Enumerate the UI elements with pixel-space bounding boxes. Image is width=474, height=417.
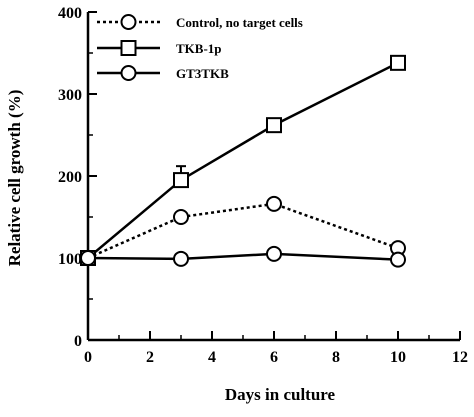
x-tick-label: 2 <box>146 349 154 366</box>
x-tick-label: 6 <box>270 349 278 366</box>
data-point <box>266 195 282 212</box>
legend-item: Control, no target cells <box>97 14 303 30</box>
data-point <box>80 250 96 266</box>
x-tick-label: 4 <box>208 349 216 366</box>
axes: 0 100 200 300 400 0 2 4 6 8 10 12 <box>58 5 468 366</box>
series-line <box>87 202 399 260</box>
legend-item: GT3TKB <box>97 65 229 81</box>
series-line <box>87 61 399 259</box>
x-tick-label: 12 <box>452 349 468 366</box>
y-tick-label: 400 <box>58 5 82 22</box>
data-point <box>173 250 189 267</box>
y-tick-label: 0 <box>74 333 82 350</box>
legend-circle-marker <box>120 65 137 81</box>
legend-item: TKB-1p <box>97 40 222 56</box>
data-point <box>266 117 282 134</box>
series-line <box>87 252 399 261</box>
data-point <box>390 251 406 268</box>
x-tick-label: 0 <box>84 349 92 366</box>
data-point <box>173 172 189 189</box>
y-axis-title: Relative cell growth (%) <box>5 90 24 267</box>
legend-label: Control, no target cells <box>176 15 303 30</box>
y-tick-label: 100 <box>58 251 82 268</box>
data-point <box>173 209 189 225</box>
x-axis-title: Days in culture <box>225 385 336 404</box>
series-layer <box>80 54 406 268</box>
data-point <box>390 54 406 71</box>
legend-circle-marker <box>120 14 137 30</box>
legend: Control, no target cells TKB-1p GT3TKB <box>97 14 303 81</box>
legend-label: GT3TKB <box>176 66 229 81</box>
x-tick-label: 10 <box>390 349 406 366</box>
legend-square-marker <box>120 40 137 56</box>
series-3 <box>80 245 406 268</box>
y-tick-label: 200 <box>58 169 82 186</box>
x-tick-label: 8 <box>332 349 340 366</box>
data-point <box>266 245 282 262</box>
legend-label: TKB-1p <box>176 41 222 56</box>
y-tick-label: 300 <box>58 87 82 104</box>
